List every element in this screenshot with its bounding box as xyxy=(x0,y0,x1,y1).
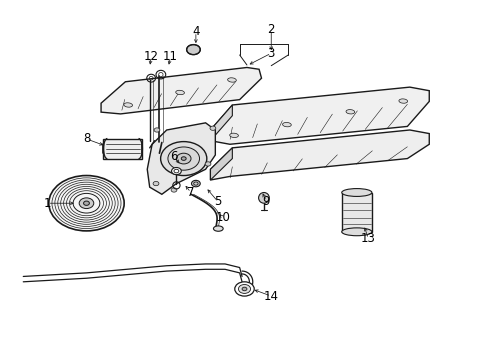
Text: 11: 11 xyxy=(163,50,178,63)
Polygon shape xyxy=(210,148,232,180)
Ellipse shape xyxy=(341,189,371,197)
Text: 5: 5 xyxy=(214,195,221,208)
Ellipse shape xyxy=(209,126,215,130)
Ellipse shape xyxy=(167,147,199,170)
Text: 12: 12 xyxy=(143,50,158,63)
Ellipse shape xyxy=(154,128,160,132)
Ellipse shape xyxy=(229,133,238,138)
Ellipse shape xyxy=(160,141,206,176)
Ellipse shape xyxy=(176,153,191,164)
Ellipse shape xyxy=(153,181,159,186)
Ellipse shape xyxy=(398,99,407,103)
Text: 6: 6 xyxy=(170,150,177,163)
Ellipse shape xyxy=(258,193,269,203)
Text: 7: 7 xyxy=(187,186,194,199)
Ellipse shape xyxy=(238,284,250,293)
Ellipse shape xyxy=(213,226,223,231)
Text: 14: 14 xyxy=(263,289,278,303)
Text: 8: 8 xyxy=(82,132,90,145)
Ellipse shape xyxy=(79,198,94,208)
Ellipse shape xyxy=(123,103,132,107)
Ellipse shape xyxy=(175,90,184,95)
Ellipse shape xyxy=(204,162,210,166)
Polygon shape xyxy=(210,87,428,144)
Text: 9: 9 xyxy=(262,195,269,208)
Polygon shape xyxy=(101,67,261,114)
Bar xyxy=(103,139,142,158)
Text: 3: 3 xyxy=(267,47,274,60)
Text: 1: 1 xyxy=(44,197,51,210)
Ellipse shape xyxy=(49,176,124,231)
Polygon shape xyxy=(210,105,232,141)
Text: 2: 2 xyxy=(267,23,274,36)
Ellipse shape xyxy=(227,78,236,82)
Polygon shape xyxy=(210,130,428,180)
Ellipse shape xyxy=(83,201,89,205)
Ellipse shape xyxy=(242,287,246,291)
Ellipse shape xyxy=(346,109,354,114)
Ellipse shape xyxy=(181,157,186,160)
Text: 10: 10 xyxy=(215,211,229,224)
Ellipse shape xyxy=(186,45,200,55)
Text: 4: 4 xyxy=(192,25,199,38)
Text: 13: 13 xyxy=(360,233,375,246)
Ellipse shape xyxy=(282,122,291,127)
Polygon shape xyxy=(147,123,215,194)
Ellipse shape xyxy=(234,282,254,296)
Bar xyxy=(341,193,371,232)
Ellipse shape xyxy=(171,188,177,192)
Ellipse shape xyxy=(171,167,181,175)
Ellipse shape xyxy=(341,228,371,236)
Ellipse shape xyxy=(191,180,200,187)
